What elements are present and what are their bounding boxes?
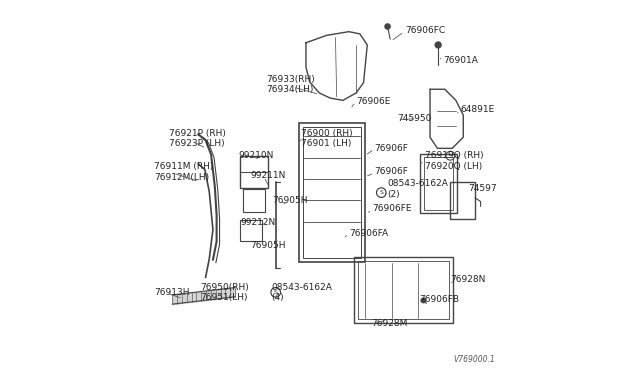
Text: 76906F: 76906F xyxy=(374,167,408,176)
Text: 76919Q (RH)
76920Q (LH): 76919Q (RH) 76920Q (LH) xyxy=(425,151,484,171)
Text: 76906FA: 76906FA xyxy=(349,229,388,238)
Text: 99210N: 99210N xyxy=(238,151,273,160)
Text: 76906FE: 76906FE xyxy=(372,204,412,214)
Bar xyxy=(239,220,262,241)
Text: 74597: 74597 xyxy=(468,185,497,193)
Text: V769000.1: V769000.1 xyxy=(454,355,495,364)
Bar xyxy=(358,260,449,319)
Text: 76906FC: 76906FC xyxy=(405,26,445,35)
Text: S: S xyxy=(274,290,278,295)
Bar xyxy=(420,154,456,213)
Bar xyxy=(239,156,268,188)
Text: 76905H: 76905H xyxy=(272,196,307,205)
Bar xyxy=(299,123,365,262)
Text: 76911M (RH)
76912M(LH): 76911M (RH) 76912M(LH) xyxy=(154,162,213,182)
Text: 76950(RH)
76951(LH): 76950(RH) 76951(LH) xyxy=(200,283,249,302)
Text: 76921P (RH)
76923P (LH): 76921P (RH) 76923P (LH) xyxy=(168,129,225,148)
Text: 76905H: 76905H xyxy=(250,241,285,250)
Bar xyxy=(450,182,475,219)
Text: 08543-6162A
(4): 08543-6162A (4) xyxy=(271,283,332,302)
Text: S: S xyxy=(380,190,383,195)
Text: 76933(RH)
76934(LH): 76933(RH) 76934(LH) xyxy=(266,75,316,94)
Text: 99212N: 99212N xyxy=(241,218,276,227)
Bar xyxy=(424,157,453,210)
Text: 99211N: 99211N xyxy=(251,171,286,180)
Bar xyxy=(303,127,361,258)
Bar xyxy=(243,189,264,212)
Text: 76901A: 76901A xyxy=(443,56,478,65)
Text: 76906FB: 76906FB xyxy=(419,295,459,304)
Text: 76913H: 76913H xyxy=(154,288,189,297)
Text: 64891E: 64891E xyxy=(460,105,495,114)
Text: 08543-6162A
(2): 08543-6162A (2) xyxy=(387,179,448,199)
Text: 76928M: 76928M xyxy=(371,319,407,328)
Circle shape xyxy=(421,298,426,303)
Circle shape xyxy=(385,24,390,29)
Bar xyxy=(354,257,453,323)
Text: 76906E: 76906E xyxy=(356,97,390,106)
Text: 745950: 745950 xyxy=(397,114,432,123)
Text: 76900 (RH)
76901 (LH): 76900 (RH) 76901 (LH) xyxy=(301,129,353,148)
Circle shape xyxy=(435,42,441,48)
Text: 76906F: 76906F xyxy=(374,144,408,153)
Text: 76928N: 76928N xyxy=(450,275,485,283)
